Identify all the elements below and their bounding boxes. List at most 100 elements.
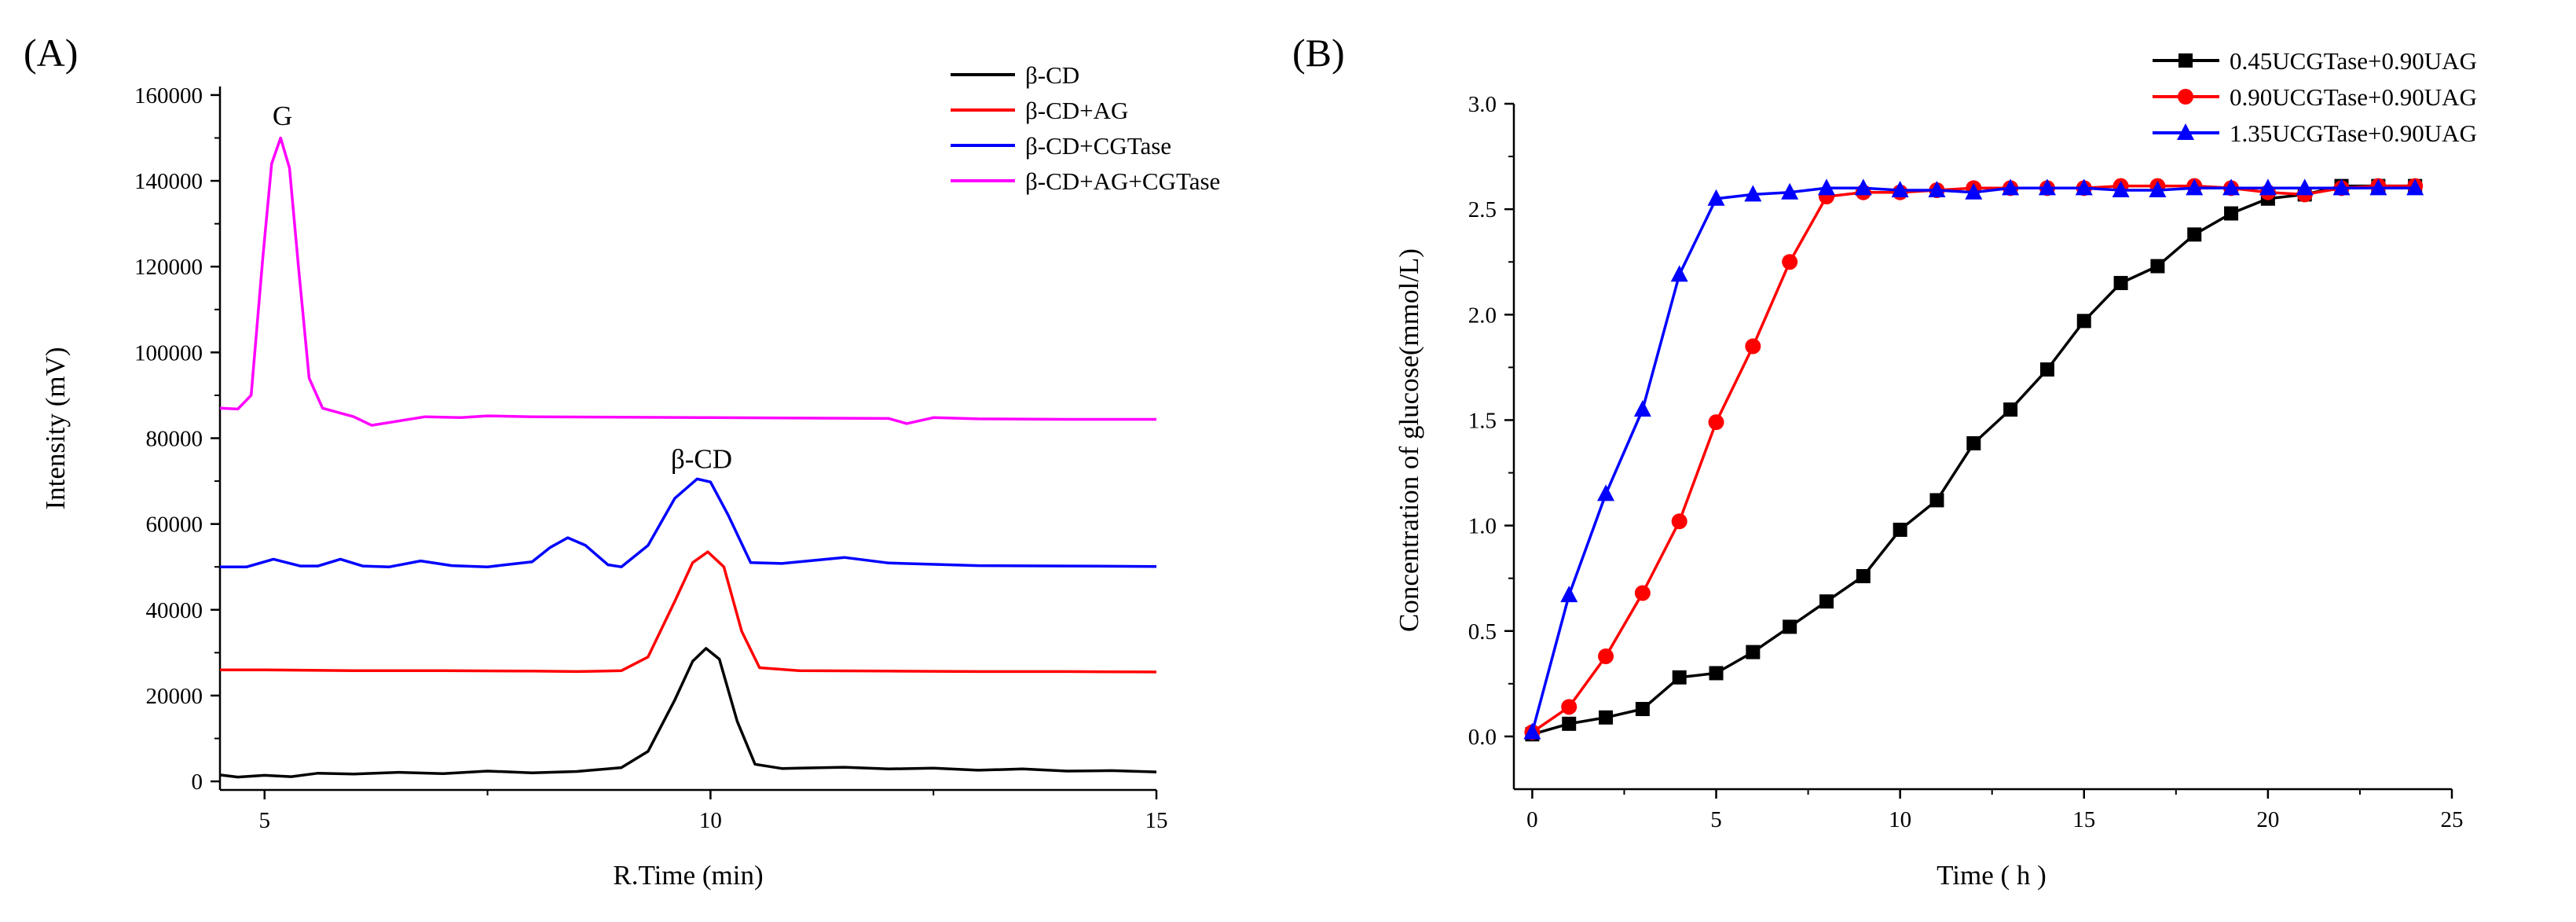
panel-b-y-tick-label: 0.0 (1468, 725, 1497, 750)
panel-b-y-tick-label: 2.5 (1468, 197, 1497, 222)
data-point-1-35ucgtase-0-90uag (1818, 178, 1835, 196)
data-point-0-90ucgtase-0-90uag (1708, 414, 1724, 431)
data-point-0-45ucgtase-0-90uag (1672, 670, 1687, 685)
data-point-0-45ucgtase-0-90uag (1709, 666, 1724, 681)
data-point-1-35ucgtase-0-90uag (2406, 178, 2424, 196)
panel-b-axes (1504, 102, 2453, 799)
panel-a-axes (211, 86, 1158, 799)
panel-b-x-tick-label: 25 (2441, 807, 2464, 832)
data-point-0-45ucgtase-0-90uag (1599, 710, 1614, 725)
data-point-1-35ucgtase-0-90uag (2259, 178, 2277, 196)
series-line-cd (219, 647, 1157, 779)
panel-b-label: (B) (1292, 31, 1345, 75)
legend-label-0-90ucgtase-0-90uag: 0.90UCGTase+0.90UAG (2230, 83, 2477, 111)
panel-a-y-tick-label: 80000 (146, 427, 203, 452)
panel-b-x-tick-label: 0 (1526, 807, 1538, 832)
data-point-0-45ucgtase-0-90uag (2076, 314, 2091, 329)
data-point-1-35ucgtase-0-90uag (1781, 182, 1799, 200)
data-point-0-45ucgtase-0-90uag (2150, 259, 2165, 274)
legend-label-cd-ag: β-CD+AG (1025, 97, 1128, 124)
data-point-1-35ucgtase-0-90uag (1670, 265, 1688, 282)
data-point-0-90ucgtase-0-90uag (1634, 585, 1651, 601)
panel-a-y-tick-label: 140000 (134, 169, 203, 194)
data-point-0-45ucgtase-0-90uag (1746, 645, 1761, 659)
data-point-0-45ucgtase-0-90uag (1893, 522, 1907, 537)
legend-marker-1-35ucgtase-0-90uag (2177, 123, 2194, 140)
panel-b-series (1523, 178, 2424, 742)
panel-b-x-tick-label: 15 (2072, 807, 2095, 832)
legend-marker-0-90ucgtase-0-90uag (2178, 89, 2193, 105)
panel-b-y-axis-label: Concentration of glucose(mmol/L) (1394, 248, 1424, 632)
data-point-1-35ucgtase-0-90uag (2296, 178, 2314, 196)
panel-a-x-tick-label: 5 (259, 808, 271, 833)
data-point-1-35ucgtase-0-90uag (1854, 178, 1872, 196)
panel-b-x-tick-label: 20 (2256, 807, 2279, 832)
data-point-1-35ucgtase-0-90uag (2332, 178, 2351, 196)
data-point-1-35ucgtase-0-90uag (2075, 178, 2093, 196)
data-point-0-45ucgtase-0-90uag (2113, 276, 2128, 291)
panel-a-y-tick-label: 20000 (146, 684, 203, 709)
legend-label-cd-cgtase: β-CD+CGTase (1025, 132, 1171, 160)
series-line-cd-ag-cgtase (219, 136, 1156, 427)
data-point-1-35ucgtase-0-90uag (1744, 185, 1762, 202)
panel-a-y-tick-label: 160000 (134, 83, 203, 108)
data-point-1-35ucgtase-0-90uag (1560, 586, 1578, 603)
legend-label-cd: β-CD (1025, 61, 1079, 89)
panel-b-y-tick-label: 2.0 (1468, 303, 1497, 328)
data-point-0-90ucgtase-0-90uag (1561, 699, 1577, 715)
series-line-1-35ucgtase-0-90uag (1530, 186, 2416, 733)
data-point-1-35ucgtase-0-90uag (2112, 181, 2130, 198)
data-point-1-35ucgtase-0-90uag (2369, 178, 2387, 196)
panel-a-series (219, 136, 1157, 779)
data-point-1-35ucgtase-0-90uag (2149, 181, 2167, 198)
panel-b-y-tick-label: 0.5 (1468, 619, 1497, 645)
legend-label-0-45ucgtase-0-90uag: 0.45UCGTase+0.90UAG (2230, 47, 2477, 75)
panel-a-y-tick-label: 120000 (134, 255, 203, 280)
peak-annotation-cd: β-CD (671, 444, 732, 475)
panel-a-y-tick-label: 40000 (146, 598, 203, 623)
data-point-0-90ucgtase-0-90uag (1598, 648, 1614, 664)
data-point-1-35ucgtase-0-90uag (1928, 181, 1946, 198)
panel-b-y-tick-label: 1.0 (1468, 514, 1497, 539)
data-point-0-45ucgtase-0-90uag (1856, 569, 1871, 584)
legend-label-1-35ucgtase-0-90uag: 1.35UCGTase+0.90UAG (2230, 119, 2477, 147)
data-point-1-35ucgtase-0-90uag (1891, 181, 1909, 198)
data-point-0-90ucgtase-0-90uag (1671, 513, 1687, 530)
data-point-0-45ucgtase-0-90uag (2187, 227, 2202, 242)
data-point-1-35ucgtase-0-90uag (1965, 182, 1983, 200)
panel-b-x-tick-label: 5 (1710, 807, 1722, 832)
panel-a-x-tick-label: 15 (1145, 808, 1168, 833)
series-line-cd-ag (220, 550, 1157, 674)
data-point-0-90ucgtase-0-90uag (1745, 338, 1761, 354)
data-point-1-35ucgtase-0-90uag (1597, 484, 1615, 501)
panel-a-x-axis-label: R.Time (min) (613, 860, 763, 891)
data-point-0-45ucgtase-0-90uag (2003, 402, 2018, 417)
data-point-0-45ucgtase-0-90uag (1929, 493, 1944, 508)
data-point-0-45ucgtase-0-90uag (1783, 619, 1797, 634)
panel-a-y-axis-label: Intensity (mV) (40, 347, 71, 509)
panel-a-y-tick-label: 100000 (134, 340, 203, 365)
data-point-1-35ucgtase-0-90uag (2038, 178, 2056, 196)
panel-a-annotations: Gβ-CD (273, 101, 732, 475)
data-point-1-35ucgtase-0-90uag (2002, 178, 2020, 196)
data-point-1-35ucgtase-0-90uag (1707, 189, 1725, 206)
panel-b-tick-labels: 0 5 10 15 20 25 0.0 0.5 1.0 1.5 2.0 2.5 3.0 (1468, 92, 2464, 832)
data-point-0-45ucgtase-0-90uag (1966, 435, 1981, 450)
legend-label-cd-ag-cgtase: β-CD+AG+CGTase (1025, 167, 1220, 195)
legend-marker-0-45ucgtase-0-90uag (2178, 53, 2193, 68)
data-point-1-35ucgtase-0-90uag (1633, 400, 1651, 417)
panel-b-legend: 0.45UCGTase+0.90UAG 0.90UCGTase+0.90UAG 1.… (2153, 47, 2477, 147)
peak-annotation-g: G (273, 101, 292, 131)
panel-a: (A) R.Time (min) Intensity (mV) 5 10 15 0 20… (24, 31, 1220, 891)
panel-b-x-axis-label: Time ( h ) (1937, 860, 2047, 891)
panel-a-y-tick-label: 60000 (146, 512, 203, 538)
series-line-cd-cgtase (220, 477, 1157, 568)
data-point-1-35ucgtase-0-90uag (1523, 722, 1541, 740)
data-point-0-45ucgtase-0-90uag (2039, 362, 2054, 377)
data-point-0-45ucgtase-0-90uag (2224, 206, 2239, 221)
panel-a-tick-labels: 5 10 15 0 20000 40000 60000 80000 100000 120000 14… (134, 83, 1168, 833)
panel-a-y-tick-label: 0 (192, 770, 203, 795)
data-point-0-45ucgtase-0-90uag (1635, 702, 1650, 717)
panel-a-x-tick-label: 10 (699, 808, 722, 833)
